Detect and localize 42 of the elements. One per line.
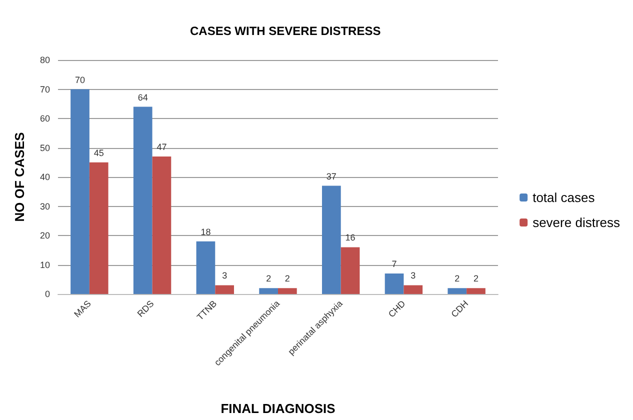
data-label: 64 bbox=[138, 92, 148, 102]
data-label: 2 bbox=[284, 274, 290, 284]
y-tick-label: 40 bbox=[40, 172, 50, 182]
data-label: 16 bbox=[345, 232, 356, 243]
bar bbox=[196, 241, 216, 294]
data-label: 2 bbox=[266, 274, 272, 284]
data-label: 3 bbox=[222, 270, 228, 281]
data-label: 45 bbox=[94, 148, 104, 158]
bar bbox=[133, 106, 152, 294]
data-label: 2 bbox=[473, 274, 479, 284]
bar bbox=[259, 288, 278, 294]
data-label: 2 bbox=[454, 274, 460, 284]
bar bbox=[404, 285, 423, 294]
y-tick-label: 0 bbox=[44, 289, 50, 299]
bar bbox=[384, 274, 404, 294]
data-label: 70 bbox=[74, 74, 86, 85]
bar bbox=[322, 186, 341, 294]
bar bbox=[152, 156, 172, 294]
y-tick-label: 80 bbox=[40, 55, 50, 65]
bar bbox=[70, 89, 90, 294]
y-tick-label: 20 bbox=[40, 230, 50, 240]
bar bbox=[448, 288, 467, 294]
y-axis-title: NO OF CASES bbox=[12, 132, 27, 222]
data-label: 37 bbox=[326, 171, 336, 182]
data-label: 18 bbox=[200, 226, 211, 237]
legend-label: total cases bbox=[532, 190, 596, 205]
y-tick-label: 60 bbox=[40, 114, 50, 124]
x-axis-title: FINAL DIAGNOSIS bbox=[220, 401, 336, 416]
y-tick-label: 10 bbox=[40, 260, 50, 270]
y-tick-label: 70 bbox=[40, 84, 50, 94]
bar bbox=[466, 288, 486, 294]
y-tick-label: 50 bbox=[40, 142, 50, 153]
chart-title: CASES WITH SEVERE DISTRESS bbox=[190, 24, 381, 38]
data-label: 3 bbox=[410, 270, 416, 281]
y-tick-label: 30 bbox=[40, 201, 50, 212]
bar bbox=[340, 247, 360, 294]
legend-label: severe distress bbox=[532, 215, 620, 230]
bar bbox=[278, 288, 297, 294]
bar bbox=[215, 285, 234, 294]
bar bbox=[89, 162, 108, 294]
data-label: 47 bbox=[156, 142, 167, 152]
data-label: 7 bbox=[392, 259, 397, 270]
